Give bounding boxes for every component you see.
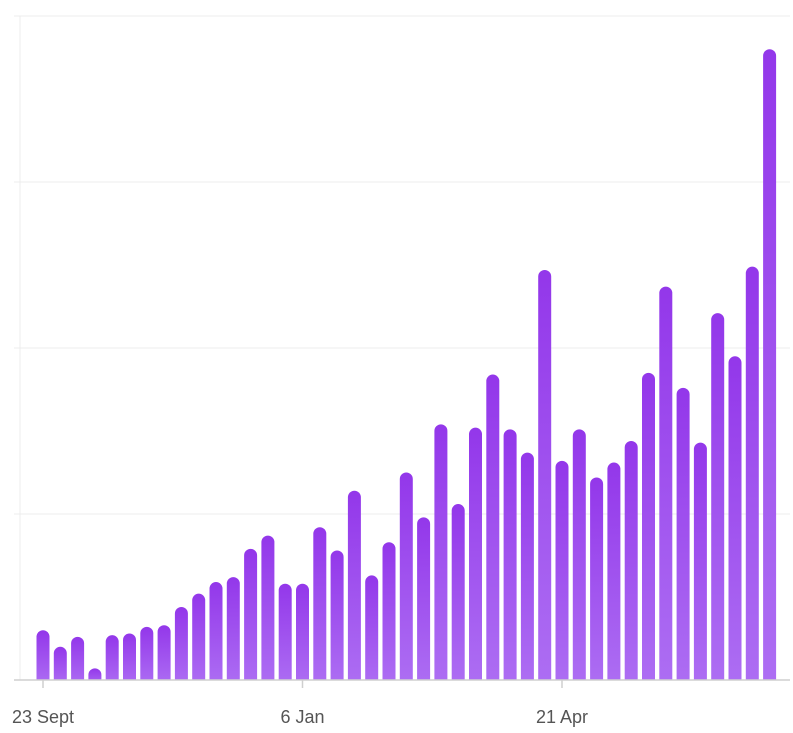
bar[interactable]: [659, 286, 673, 686]
x-tick-label: 23 Sept: [12, 707, 74, 727]
bar[interactable]: [192, 593, 206, 686]
bar[interactable]: [53, 646, 67, 686]
bar[interactable]: [693, 442, 707, 686]
bar[interactable]: [174, 606, 188, 686]
bar[interactable]: [763, 49, 777, 686]
bar[interactable]: [711, 313, 725, 686]
baseline-cover: [0, 680, 793, 733]
bar[interactable]: [157, 625, 171, 686]
bar[interactable]: [36, 630, 50, 686]
bar[interactable]: [399, 472, 413, 687]
bar[interactable]: [728, 356, 742, 686]
bar[interactable]: [607, 462, 621, 686]
bar[interactable]: [140, 626, 154, 686]
bar[interactable]: [624, 440, 638, 686]
bar[interactable]: [590, 477, 604, 686]
bar[interactable]: [417, 517, 431, 686]
x-tick-label: 6 Jan: [280, 707, 324, 727]
bar[interactable]: [451, 504, 465, 686]
bar[interactable]: [123, 633, 136, 686]
bar[interactable]: [503, 429, 517, 686]
bar[interactable]: [71, 636, 85, 686]
bar[interactable]: [226, 577, 240, 686]
bar[interactable]: [278, 583, 292, 686]
bar[interactable]: [313, 527, 327, 686]
bar[interactable]: [676, 387, 690, 686]
bars: [0, 49, 793, 733]
bar[interactable]: [469, 427, 482, 686]
bar[interactable]: [520, 452, 534, 686]
bar[interactable]: [555, 460, 569, 686]
x-axis: 23 Sept 6 Jan 21 Apr: [12, 679, 790, 727]
x-tick-label: 21 Apr: [536, 707, 588, 727]
bar[interactable]: [105, 635, 119, 686]
bar[interactable]: [642, 372, 655, 686]
bar[interactable]: [434, 424, 448, 686]
bar[interactable]: [347, 490, 361, 686]
bar[interactable]: [486, 374, 500, 686]
bar[interactable]: [365, 575, 379, 686]
bar[interactable]: [244, 548, 258, 686]
bar[interactable]: [296, 583, 309, 686]
bar[interactable]: [209, 582, 223, 686]
bar[interactable]: [261, 535, 275, 686]
bar[interactable]: [538, 269, 552, 686]
bar[interactable]: [572, 429, 586, 686]
bar[interactable]: [745, 266, 759, 686]
bar[interactable]: [330, 550, 344, 686]
bar[interactable]: [382, 542, 396, 686]
